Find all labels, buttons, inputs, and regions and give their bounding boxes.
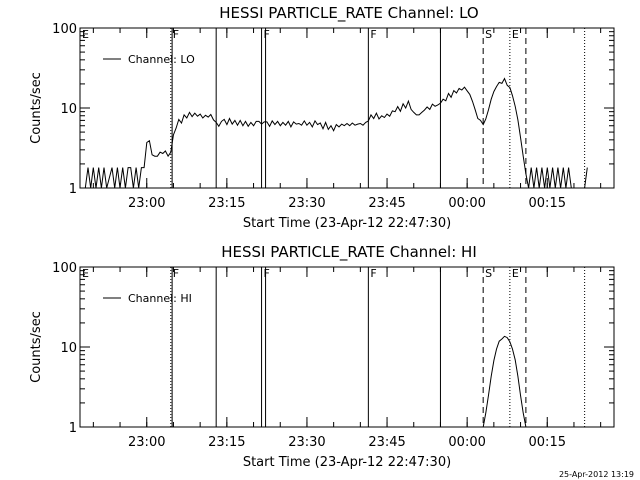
- lo-channel-panel: HESSI PARTICLE_RATE Channel: LO 1 10 100 2…: [29, 4, 615, 231]
- hi-event-marker-label: F: [264, 267, 270, 280]
- lo-rate-series-line: [84, 77, 588, 189]
- lo-x-axis-label: Start Time (23-Apr-12 22:47:30): [243, 216, 451, 231]
- lo-plot-frame: [79, 27, 615, 189]
- hi-event-marker-label: S: [485, 267, 492, 280]
- lo-event-marker-label: S: [485, 28, 492, 41]
- lo-y-tick-label: 100: [52, 22, 77, 37]
- lo-legend: Channel: LO: [103, 53, 195, 66]
- hi-y-tick-label: 10: [60, 341, 77, 356]
- hi-x-axis-label: Start Time (23-Apr-12 22:47:30): [243, 455, 451, 470]
- hi-x-tick-label: 00:00: [448, 435, 485, 450]
- lo-x-tick-label: 23:45: [368, 196, 405, 211]
- hi-event-marker-label: F: [173, 267, 179, 280]
- lo-x-tick-label: 23:30: [288, 196, 325, 211]
- hi-plot-frame: [79, 266, 615, 428]
- hi-channel-panel: HESSI PARTICLE_RATE Channel: HI 1 10 100 2…: [29, 243, 615, 470]
- lo-event-marker-label: F: [173, 28, 179, 41]
- lo-y-tick-label: 1: [69, 182, 77, 197]
- hi-legend-label: Channel: HI: [128, 292, 192, 305]
- lo-event-marker-label: E: [82, 28, 89, 41]
- lo-event-marker-label: F: [264, 28, 270, 41]
- lo-chart-title: HESSI PARTICLE_RATE Channel: LO: [219, 4, 478, 23]
- hi-event-marker-label: E: [82, 267, 89, 280]
- hi-x-tick-label: 00:15: [529, 435, 566, 450]
- date-stamp: 25-Apr-2012 13:19: [559, 470, 634, 479]
- lo-x-tick-label: 23:00: [128, 196, 165, 211]
- hi-x-axis: 23:00 23:15 23:30 23:45 00:00 00:15: [92, 267, 602, 450]
- hi-event-marker-label: F: [370, 267, 376, 280]
- hi-event-marker-label: E: [512, 267, 519, 280]
- hi-y-axis: 1 10 100: [52, 261, 614, 436]
- hi-y-axis-label: Counts/sec: [29, 311, 44, 383]
- hi-x-tick-label: 23:00: [128, 435, 165, 450]
- lo-event-marker-label: F: [370, 28, 376, 41]
- hi-rate-series-line: [482, 335, 527, 428]
- lo-x-tick-label: 00:15: [529, 196, 566, 211]
- lo-legend-label: Channel: LO: [128, 53, 195, 66]
- lo-x-tick-label: 23:15: [208, 196, 245, 211]
- hi-y-tick-label: 1: [69, 421, 77, 436]
- lo-x-axis: 23:00 23:15 23:30 23:45 00:00 00:15: [92, 28, 602, 211]
- lo-y-tick-label: 10: [60, 102, 77, 117]
- hi-y-tick-label: 100: [52, 261, 77, 276]
- hi-x-tick-label: 23:45: [368, 435, 405, 450]
- hi-legend: Channel: HI: [103, 292, 192, 305]
- hi-x-tick-label: 23:30: [288, 435, 325, 450]
- lo-y-axis: 1 10 100: [52, 22, 614, 197]
- lo-event-marker-label: E: [512, 28, 519, 41]
- hi-x-tick-label: 23:15: [208, 435, 245, 450]
- lo-y-axis-label: Counts/sec: [29, 72, 44, 144]
- lo-x-tick-label: 00:00: [448, 196, 485, 211]
- hi-chart-title: HESSI PARTICLE_RATE Channel: HI: [221, 243, 477, 262]
